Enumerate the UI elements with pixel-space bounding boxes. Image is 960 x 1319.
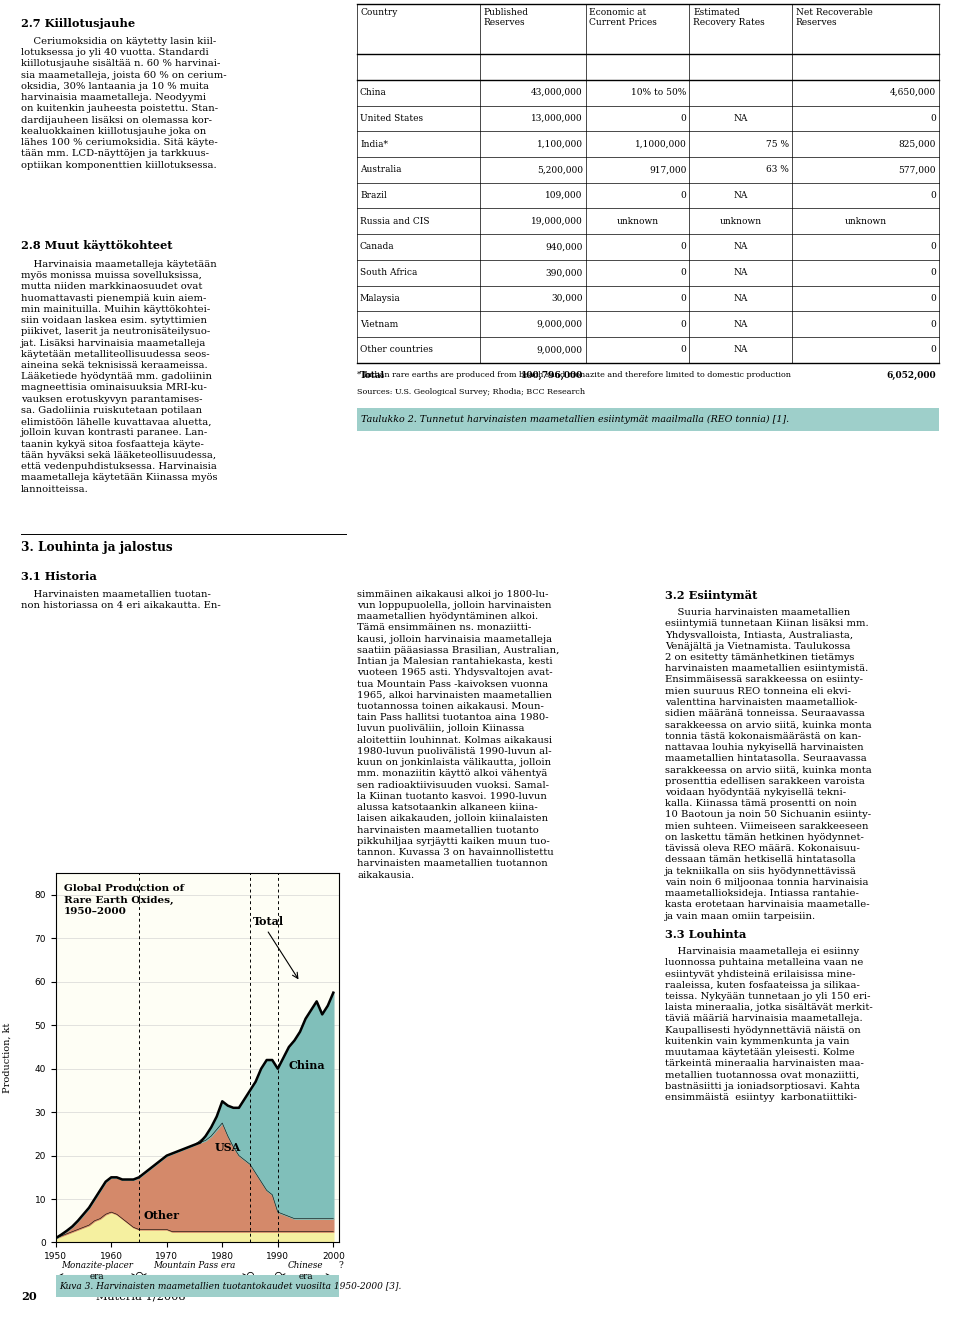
Y-axis label: Production, kt: Production, kt xyxy=(3,1022,12,1093)
Text: unknown: unknown xyxy=(616,216,659,226)
Text: China: China xyxy=(360,88,387,98)
Text: NA: NA xyxy=(733,268,748,277)
Text: NA: NA xyxy=(733,346,748,355)
Text: Vietnam: Vietnam xyxy=(360,319,398,328)
Bar xyxy=(357,408,939,431)
Text: USA: USA xyxy=(215,1142,241,1153)
Text: 9,000,000: 9,000,000 xyxy=(537,346,583,355)
Text: 3.2 Esiintymät: 3.2 Esiintymät xyxy=(665,590,757,600)
Text: NA: NA xyxy=(733,113,748,123)
Text: 1,100,000: 1,100,000 xyxy=(537,140,583,149)
Text: Harvinaisia maametalleja käytetään
myös monissa muissa sovelluksissa,
mutta niid: Harvinaisia maametalleja käytetään myös … xyxy=(21,260,218,493)
Text: 63 %: 63 % xyxy=(766,165,789,174)
Text: Materia 1/2008: Materia 1/2008 xyxy=(96,1291,185,1302)
Text: Taulukko 2. Tunnetut harvinaisten maametallien esiintymät maailmalla (REO tonnia: Taulukko 2. Tunnetut harvinaisten maamet… xyxy=(361,415,789,423)
Text: 43,000,000: 43,000,000 xyxy=(531,88,583,98)
Text: 0: 0 xyxy=(930,319,936,328)
Text: 75 %: 75 % xyxy=(766,140,789,149)
Text: India*: India* xyxy=(360,140,388,149)
Text: South Africa: South Africa xyxy=(360,268,418,277)
Text: Other: Other xyxy=(143,1210,180,1220)
Text: 3.1 Historia: 3.1 Historia xyxy=(21,571,97,582)
Text: 1,1000,000: 1,1000,000 xyxy=(635,140,686,149)
Text: 0: 0 xyxy=(681,319,686,328)
Text: Ceriumoksidia on käytetty lasin kiil-
lotuksessa jo yli 40 vuotta. Standardi
kii: Ceriumoksidia on käytetty lasin kiil- lo… xyxy=(21,37,227,170)
Text: 3.3 Louhinta: 3.3 Louhinta xyxy=(665,929,747,939)
Text: 5,200,000: 5,200,000 xyxy=(537,165,583,174)
Text: Estimated
Recovery Rates: Estimated Recovery Rates xyxy=(693,8,765,28)
Text: United States: United States xyxy=(360,113,423,123)
Text: 577,000: 577,000 xyxy=(899,165,936,174)
Text: Canada: Canada xyxy=(360,243,395,252)
Text: Kuva 3. Harvinaisten maametallien tuotantokaudet vuosilta 1950-2000 [3].: Kuva 3. Harvinaisten maametallien tuotan… xyxy=(60,1282,402,1290)
Text: era: era xyxy=(299,1272,313,1281)
Text: 4,650,000: 4,650,000 xyxy=(890,88,936,98)
Text: era: era xyxy=(90,1272,105,1281)
Text: Harvinaisten maametallien tuotan-
non historiassa on 4 eri aikakautta. En-: Harvinaisten maametallien tuotan- non hi… xyxy=(21,590,221,609)
Text: 825,000: 825,000 xyxy=(899,140,936,149)
Text: 917,000: 917,000 xyxy=(649,165,686,174)
Text: 100,796,000: 100,796,000 xyxy=(520,371,583,380)
Text: NA: NA xyxy=(733,191,748,200)
Text: Monazite-placer: Monazite-placer xyxy=(61,1261,133,1270)
Text: 109,000: 109,000 xyxy=(545,191,583,200)
Text: Economic at
Current Prices: Economic at Current Prices xyxy=(589,8,658,28)
Text: NA: NA xyxy=(733,319,748,328)
Text: 0: 0 xyxy=(930,191,936,200)
Text: Total: Total xyxy=(252,917,284,927)
Text: 0: 0 xyxy=(930,113,936,123)
Text: 30,000: 30,000 xyxy=(551,294,583,303)
Text: 0: 0 xyxy=(681,191,686,200)
Text: Chinese: Chinese xyxy=(288,1261,324,1270)
Text: Published
Reserves: Published Reserves xyxy=(484,8,529,28)
Text: 390,000: 390,000 xyxy=(545,268,583,277)
Text: NA: NA xyxy=(733,294,748,303)
Text: 9,000,000: 9,000,000 xyxy=(537,319,583,328)
Text: Mountain Pass era: Mountain Pass era xyxy=(154,1261,236,1270)
Text: 0: 0 xyxy=(681,346,686,355)
Text: 10% to 50%: 10% to 50% xyxy=(631,88,686,98)
Text: 6,052,000: 6,052,000 xyxy=(886,371,936,380)
Text: 0: 0 xyxy=(681,243,686,252)
Text: NA: NA xyxy=(733,243,748,252)
Text: Net Recoverable
Reserves: Net Recoverable Reserves xyxy=(796,8,873,28)
Text: Suuria harvinaisten maametallien
esiintymiä tunnetaan Kiinan lisäksi mm.
Yhdysva: Suuria harvinaisten maametallien esiinty… xyxy=(665,608,872,921)
Text: Total: Total xyxy=(360,371,385,380)
Text: 940,000: 940,000 xyxy=(545,243,583,252)
Text: Other countries: Other countries xyxy=(360,346,433,355)
Text: 0: 0 xyxy=(930,268,936,277)
Text: 0: 0 xyxy=(930,294,936,303)
Text: unknown: unknown xyxy=(720,216,761,226)
Text: ?: ? xyxy=(338,1261,343,1270)
Text: simmäinen aikakausi alkoi jo 1800-lu-
vun loppupuolella, jolloin harvinaisten
ma: simmäinen aikakausi alkoi jo 1800-lu- vu… xyxy=(357,590,560,880)
Text: 0: 0 xyxy=(681,113,686,123)
Text: Country: Country xyxy=(361,8,398,17)
Text: Sources: U.S. Geological Survey; Rhodia; BCC Research: Sources: U.S. Geological Survey; Rhodia;… xyxy=(357,388,586,396)
Text: unknown: unknown xyxy=(845,216,886,226)
Text: 13,000,000: 13,000,000 xyxy=(531,113,583,123)
Text: Brazil: Brazil xyxy=(360,191,387,200)
Text: 0: 0 xyxy=(681,294,686,303)
Text: 0: 0 xyxy=(930,346,936,355)
Text: 3. Louhinta ja jalostus: 3. Louhinta ja jalostus xyxy=(21,541,173,554)
Text: China: China xyxy=(289,1059,325,1071)
Text: Harvinaisia maametalleja ei esiinny
luonnossa puhtaina metalleina vaan ne
esiint: Harvinaisia maametalleja ei esiinny luon… xyxy=(665,947,873,1103)
Text: Malaysia: Malaysia xyxy=(360,294,400,303)
Text: * Indian rare earths are produced from beach sand monazite and therefore limited: * Indian rare earths are produced from b… xyxy=(357,371,791,379)
Text: Russia and CIS: Russia and CIS xyxy=(360,216,429,226)
Text: 2.8 Muut käyttökohteet: 2.8 Muut käyttökohteet xyxy=(21,240,173,251)
Text: 0: 0 xyxy=(930,243,936,252)
Text: 19,000,000: 19,000,000 xyxy=(531,216,583,226)
Text: 20: 20 xyxy=(21,1291,36,1302)
Text: 0: 0 xyxy=(681,268,686,277)
Text: 2.7 Kiillotusjauhe: 2.7 Kiillotusjauhe xyxy=(21,17,135,29)
Text: Australia: Australia xyxy=(360,165,401,174)
Text: Global Production of
Rare Earth Oxides,
1950–2000: Global Production of Rare Earth Oxides, … xyxy=(64,884,184,917)
